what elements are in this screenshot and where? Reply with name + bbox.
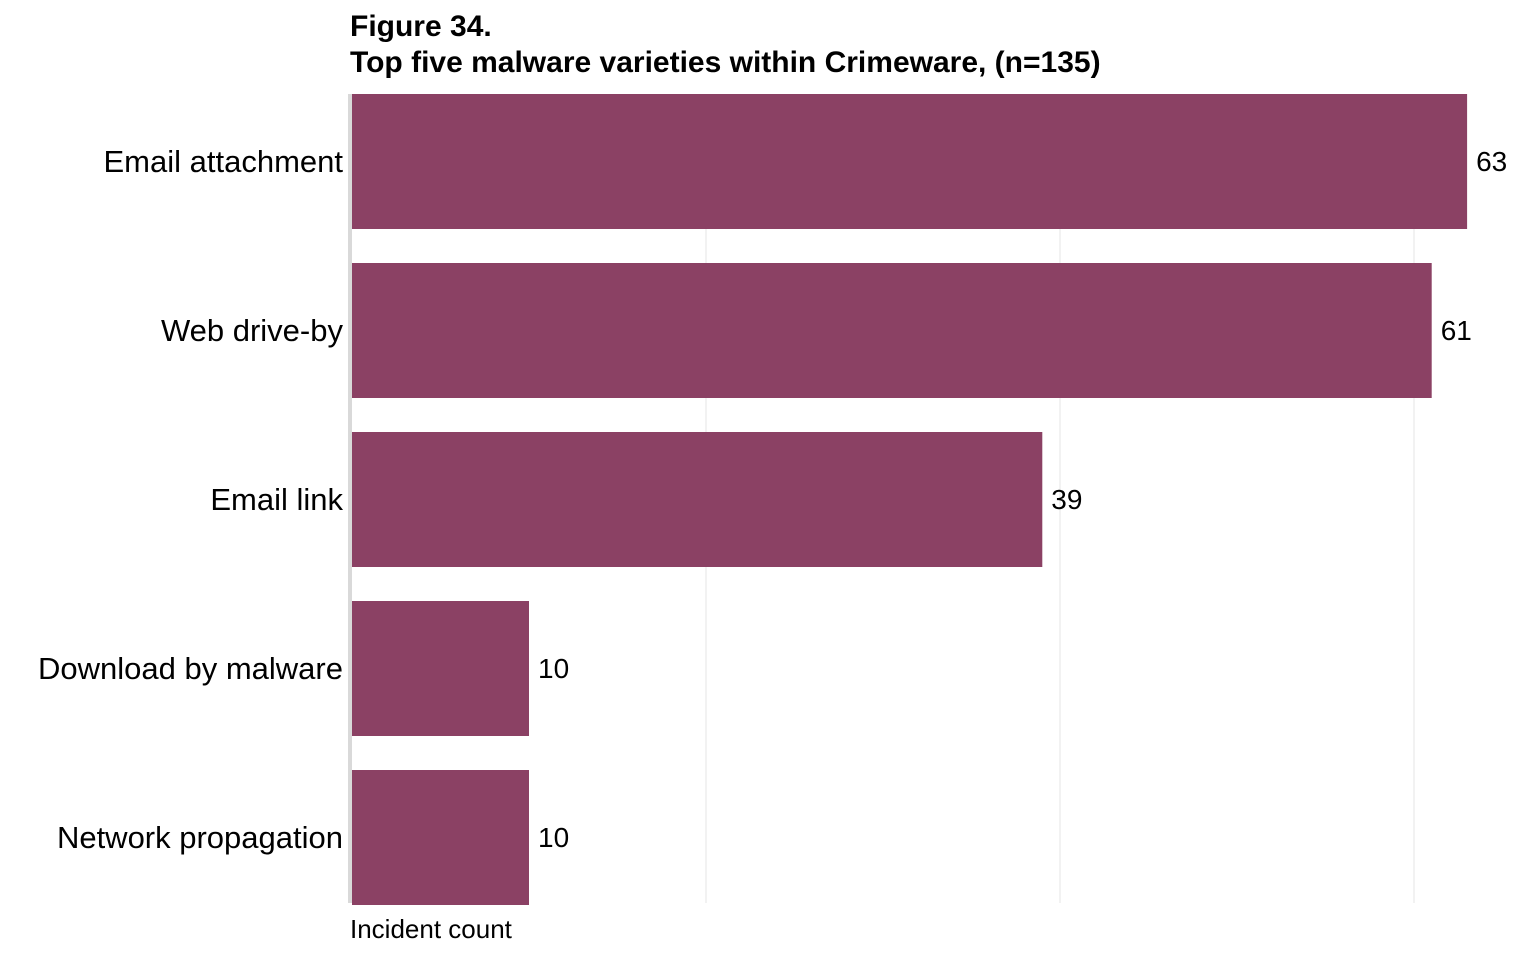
category-label-3: Download by malware xyxy=(38,651,343,686)
category-label-1: Web drive-by xyxy=(161,313,344,348)
chart-title: Top five malware varieties within Crimew… xyxy=(350,46,1101,79)
bar-0 xyxy=(352,94,1468,229)
bar-2 xyxy=(352,432,1043,567)
category-label-0: Email attachment xyxy=(104,144,344,179)
data-label-0: 63 xyxy=(1476,146,1507,177)
data-label-1: 61 xyxy=(1441,315,1472,346)
category-label-4: Network propagation xyxy=(57,820,343,855)
figure-number: Figure 34. xyxy=(350,10,492,43)
data-label-4: 10 xyxy=(538,822,569,853)
bar-1 xyxy=(352,263,1432,398)
data-label-3: 10 xyxy=(538,653,569,684)
bar-4 xyxy=(352,770,529,905)
x-axis-title: Incident count xyxy=(350,914,513,944)
bar-3 xyxy=(352,601,529,736)
data-label-2: 39 xyxy=(1051,484,1082,515)
category-label-2: Email link xyxy=(210,482,343,517)
